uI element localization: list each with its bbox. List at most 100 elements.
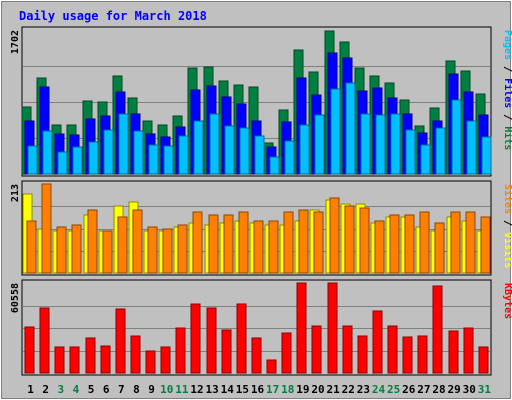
day-label-6: 6 [103, 383, 110, 396]
bar-sites-day-31 [480, 216, 491, 274]
day-label-17: 17 [266, 383, 279, 396]
bar-pages-day-4 [72, 146, 83, 175]
bar-sites-day-25 [389, 214, 400, 274]
bar-kbytes-day-17 [266, 359, 277, 374]
bar-kbytes-day-13 [206, 307, 217, 374]
bar-kbytes-day-21 [327, 282, 338, 374]
bar-kbytes-day-14 [221, 329, 232, 374]
day-label-22: 22 [342, 383, 355, 396]
bar-pages-day-14 [224, 125, 235, 175]
bar-pages-day-10 [163, 145, 174, 175]
day-label-26: 26 [402, 383, 416, 396]
bar-sites-day-4 [71, 224, 82, 274]
day-label-7: 7 [118, 383, 125, 396]
bar-pages-day-29 [451, 99, 462, 175]
bar-sites-day-28 [434, 222, 445, 274]
day-label-19: 19 [296, 383, 309, 396]
bar-pages-day-16 [254, 135, 265, 175]
day-label-27: 27 [417, 383, 430, 396]
bar-sites-day-6 [102, 230, 113, 274]
bar-pages-day-23 [360, 113, 371, 175]
bar-sites-day-14 [223, 214, 234, 274]
bar-sites-day-12 [192, 211, 203, 274]
day-label-4: 4 [73, 383, 80, 396]
bar-sites-day-17 [268, 220, 279, 274]
day-label-5: 5 [88, 383, 95, 396]
bar-kbytes-day-23 [357, 335, 368, 374]
bar-kbytes-day-10 [160, 346, 171, 374]
day-label-20: 20 [311, 383, 324, 396]
bar-kbytes-day-20 [311, 325, 322, 374]
bar-kbytes-day-7 [115, 308, 126, 374]
bar-pages-day-27 [420, 144, 431, 175]
bar-sites-day-11 [177, 224, 188, 274]
day-label-29: 29 [448, 383, 461, 396]
bar-pages-day-15 [239, 127, 250, 175]
day-label-9: 9 [148, 383, 155, 396]
panel-visits: 213 Sites / Visits [10, 180, 512, 276]
bar-kbytes-day-24 [372, 310, 383, 374]
bar-kbytes-day-22 [342, 325, 353, 374]
bar-kbytes-day-1 [24, 326, 35, 374]
panel-kbytes-max-label: 60558 [10, 283, 21, 313]
bar-kbytes-day-25 [387, 325, 398, 374]
day-labels: 1 2 3 4 5 6 7 8 9 10 11 12 13 14 15 16 17 18 19 20 21 22 23 24 2… [27, 383, 491, 396]
bar-pages-day-2 [42, 130, 53, 175]
bar-pages-day-22 [345, 82, 356, 175]
bar-sites-day-21 [329, 197, 340, 274]
day-label-3: 3 [58, 383, 65, 396]
bar-sites-day-7 [117, 216, 128, 274]
bar-sites-day-29 [450, 211, 461, 274]
bar-kbytes-day-6 [100, 345, 111, 374]
bar-sites-day-1 [26, 220, 37, 274]
day-label-24: 24 [372, 383, 386, 396]
bar-sites-day-30 [465, 211, 476, 274]
bar-pages-day-9 [148, 144, 159, 175]
bar-pages-day-25 [390, 113, 401, 175]
bar-kbytes-day-9 [145, 350, 156, 374]
day-label-12: 12 [190, 383, 203, 396]
bar-kbytes-day-16 [251, 337, 262, 374]
bar-kbytes-day-11 [175, 327, 186, 374]
bar-pages-day-6 [103, 129, 114, 175]
bar-sites-day-16 [253, 220, 264, 274]
bar-kbytes-day-30 [463, 327, 474, 374]
panels: 1702 Pages / Files / Hits 213 Sites / Visit… [10, 26, 512, 376]
bar-pages-day-30 [466, 120, 477, 175]
bar-pages-day-3 [57, 151, 68, 175]
day-label-30: 30 [463, 383, 476, 396]
day-label-21: 21 [327, 383, 341, 396]
bar-sites-day-26 [404, 214, 415, 274]
bar-sites-day-27 [419, 211, 430, 274]
bar-kbytes-day-31 [478, 346, 489, 374]
bar-pages-day-7 [118, 113, 129, 175]
day-label-31: 31 [478, 383, 492, 396]
bar-sites-day-19 [298, 209, 309, 274]
bar-pages-day-18 [284, 140, 295, 175]
day-label-28: 28 [432, 383, 445, 396]
bar-sites-day-8 [132, 209, 143, 274]
bar-sites-day-3 [56, 226, 67, 274]
panel-visits-max-label: 213 [10, 184, 21, 202]
day-label-13: 13 [205, 383, 218, 396]
bar-pages-day-31 [481, 136, 492, 175]
bar-kbytes-day-12 [190, 303, 201, 374]
bar-sites-day-9 [147, 226, 158, 274]
bar-kbytes-day-3 [54, 346, 65, 374]
bar-pages-day-24 [375, 114, 386, 175]
bar-kbytes-day-8 [130, 335, 141, 374]
panel-kbytes: 60558 KBytes [10, 279, 512, 376]
bar-kbytes-day-2 [39, 307, 50, 374]
day-label-16: 16 [251, 383, 265, 396]
bar-sites-day-22 [344, 205, 355, 274]
bar-pages-day-21 [330, 88, 341, 175]
bar-pages-day-5 [88, 141, 99, 175]
bar-pages-day-12 [193, 120, 204, 175]
bar-pages-day-28 [435, 127, 446, 175]
panel-kbytes-legend-label: KBytes [502, 283, 512, 319]
day-label-8: 8 [133, 383, 140, 396]
bar-pages-day-26 [405, 129, 416, 175]
panel-visits-legend-label: Sites / Visits [502, 184, 512, 268]
bar-sites-day-20 [313, 211, 324, 274]
